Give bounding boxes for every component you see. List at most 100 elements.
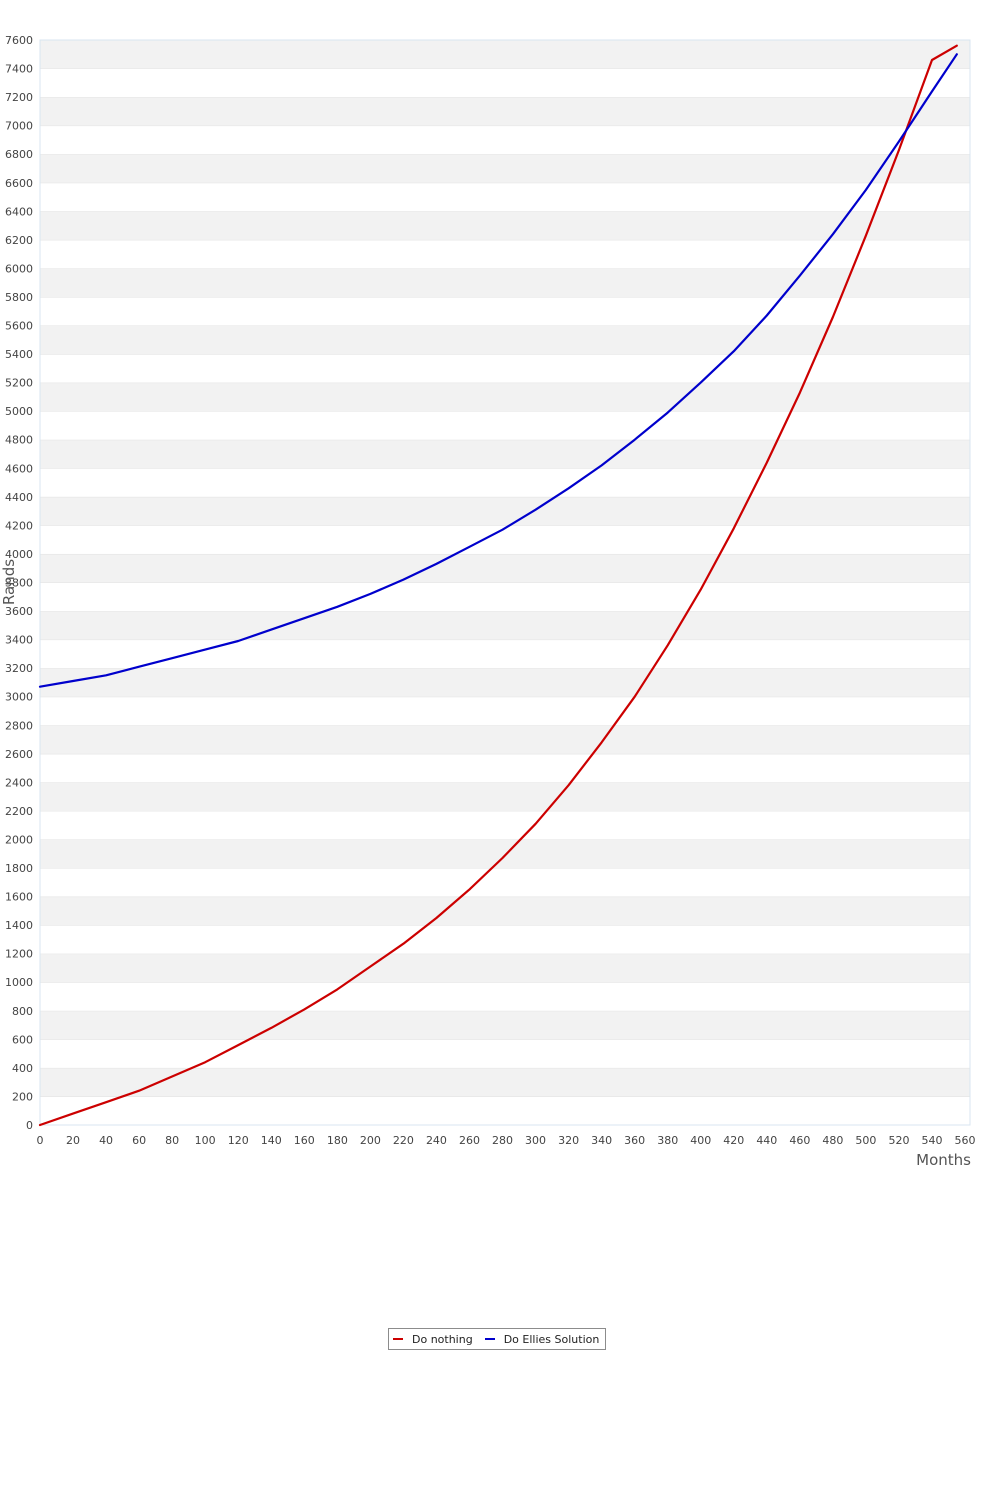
y-tick-label: 2000 bbox=[5, 833, 33, 846]
y-tick-label: 2800 bbox=[5, 719, 33, 732]
x-tick-label: 280 bbox=[492, 1134, 513, 1147]
series-line-do-nothing bbox=[38, 44, 958, 1127]
grid-band bbox=[40, 1096, 970, 1125]
grid-band bbox=[40, 439, 970, 469]
grid-band bbox=[40, 639, 970, 669]
y-tick-label: 6400 bbox=[5, 205, 33, 218]
grid-band bbox=[40, 696, 970, 726]
y-tick-label: 0 bbox=[26, 1119, 33, 1132]
x-tick-label: 320 bbox=[558, 1134, 579, 1147]
y-axis-label: Rands bbox=[0, 559, 18, 605]
y-tick-label: 6200 bbox=[5, 234, 33, 247]
grid-band bbox=[40, 97, 970, 126]
x-tick-label: 160 bbox=[294, 1134, 315, 1147]
plot-area-border bbox=[39, 39, 971, 1126]
grid-band bbox=[40, 296, 970, 326]
grid-band bbox=[40, 382, 970, 412]
y-tick-label: 600 bbox=[12, 1033, 33, 1046]
y-tick-label: 1600 bbox=[5, 891, 33, 904]
grid-band bbox=[40, 611, 970, 640]
x-tick-label: 220 bbox=[393, 1134, 414, 1147]
x-tick-label: 340 bbox=[591, 1134, 612, 1147]
y-tick-label: 5600 bbox=[5, 320, 33, 333]
series-line-do-ellies-solution bbox=[38, 53, 958, 688]
grid-band bbox=[40, 40, 970, 69]
grid-band bbox=[40, 753, 970, 783]
grid-band bbox=[40, 725, 970, 754]
y-tick-label: 1800 bbox=[5, 862, 33, 875]
y-tick-label: 4400 bbox=[5, 491, 33, 504]
y-tick-label: 7000 bbox=[5, 120, 33, 133]
y-tick-label: 4800 bbox=[5, 434, 33, 447]
grid-band bbox=[40, 268, 970, 297]
legend-label-do-nothing: Do nothing bbox=[412, 1332, 473, 1346]
x-tick-label: 520 bbox=[888, 1134, 909, 1147]
x-tick-label: 0 bbox=[37, 1134, 44, 1147]
legend: Do nothing Do Ellies Solution bbox=[388, 1328, 607, 1350]
x-axis-label: Months bbox=[916, 1151, 971, 1169]
y-tick-label: 3000 bbox=[5, 691, 33, 704]
y-tick-label: 3600 bbox=[5, 605, 33, 618]
grid-band bbox=[40, 896, 970, 926]
y-tick-label: 4600 bbox=[5, 462, 33, 475]
y-tick-label: 200 bbox=[12, 1090, 33, 1103]
grid-band bbox=[40, 925, 970, 954]
y-tick-label: 800 bbox=[12, 1005, 33, 1018]
grid-band bbox=[40, 468, 970, 497]
grid-band bbox=[40, 182, 970, 212]
y-tick-label: 6000 bbox=[5, 262, 33, 275]
x-tick-label: 260 bbox=[459, 1134, 480, 1147]
grid-band bbox=[40, 982, 970, 1011]
y-tick-label: 6800 bbox=[5, 148, 33, 161]
x-tick-label: 40 bbox=[99, 1134, 113, 1147]
grid-band bbox=[40, 1039, 970, 1068]
grid-band bbox=[40, 154, 970, 183]
legend-label-do-ellies-solution: Do Ellies Solution bbox=[503, 1332, 600, 1346]
y-tick-label: 2600 bbox=[5, 748, 33, 761]
y-tick-label: 1000 bbox=[5, 976, 33, 989]
y-tick-label: 3200 bbox=[5, 662, 33, 675]
grid-band bbox=[40, 953, 970, 983]
x-tick-label: 100 bbox=[195, 1134, 216, 1147]
grid-band bbox=[40, 668, 970, 697]
x-tick-label: 420 bbox=[723, 1134, 744, 1147]
legend-item-do-nothing: Do nothing bbox=[393, 1333, 473, 1346]
y-axis-ticks: 0 200 400 600 800 1000 1200 1400 1600 1800 2000 220… bbox=[5, 34, 33, 1132]
y-tick-label: 2400 bbox=[5, 776, 33, 789]
y-tick-label: 5000 bbox=[5, 405, 33, 418]
grid-band bbox=[40, 125, 970, 155]
grid-band bbox=[40, 1067, 970, 1097]
grid-bands bbox=[40, 39, 970, 1125]
y-tick-label: 3400 bbox=[5, 634, 33, 647]
y-tick-label: 1400 bbox=[5, 919, 33, 932]
x-tick-label: 540 bbox=[922, 1134, 943, 1147]
grid-band bbox=[40, 239, 970, 269]
y-tick-label: 5400 bbox=[5, 348, 33, 361]
y-tick-label: 1200 bbox=[5, 948, 33, 961]
grid-band bbox=[40, 411, 970, 440]
y-tick-label: 2200 bbox=[5, 805, 33, 818]
y-tick-label: 3800 bbox=[5, 577, 33, 590]
grid-band bbox=[40, 782, 970, 811]
x-tick-label: 140 bbox=[261, 1134, 282, 1147]
y-tick-label: 5800 bbox=[5, 291, 33, 304]
x-tick-label: 120 bbox=[228, 1134, 249, 1147]
y-tick-label: 6600 bbox=[5, 177, 33, 190]
y-tick-label: 400 bbox=[12, 1062, 33, 1075]
x-tick-label: 20 bbox=[66, 1134, 80, 1147]
x-tick-label: 240 bbox=[426, 1134, 447, 1147]
x-tick-label: 460 bbox=[789, 1134, 810, 1147]
grid-band bbox=[40, 325, 970, 355]
x-tick-label: 560 bbox=[955, 1134, 976, 1147]
x-tick-label: 200 bbox=[360, 1134, 381, 1147]
y-tick-label: 7200 bbox=[5, 91, 33, 104]
y-tick-label: 7400 bbox=[5, 63, 33, 76]
x-tick-label: 360 bbox=[624, 1134, 645, 1147]
x-tick-label: 80 bbox=[165, 1134, 179, 1147]
grid-band bbox=[40, 582, 970, 612]
legend-item-do-ellies-solution: Do Ellies Solution bbox=[484, 1332, 600, 1346]
grid-band bbox=[40, 354, 970, 383]
x-tick-label: 60 bbox=[132, 1134, 146, 1147]
grid-band bbox=[40, 839, 970, 869]
x-tick-label: 180 bbox=[327, 1134, 348, 1147]
